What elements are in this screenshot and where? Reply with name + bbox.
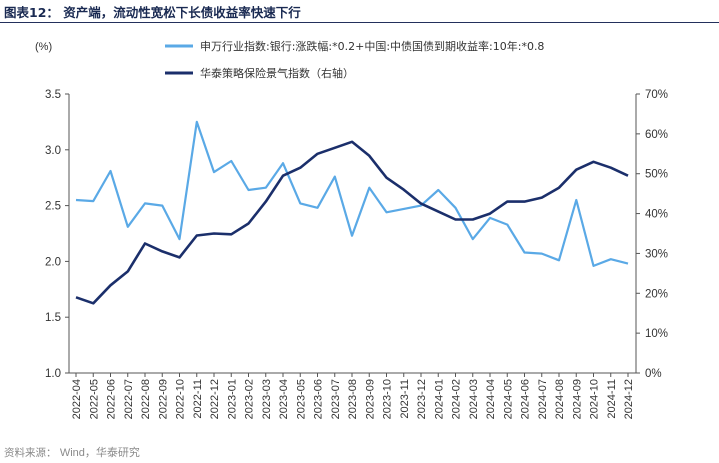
x-tick-label: 2024-06 [520, 379, 532, 419]
x-tick-label: 2023-12 [416, 379, 428, 419]
dual-axis-line-chart: 申万行业指数:银行:涨跌幅:*0.2+中国:中债国债到期收益率:10年:*0.8… [35, 39, 668, 419]
right-tick-label: 10% [645, 328, 668, 340]
x-tick-label: 2022-05 [88, 379, 100, 419]
right-tick-label: 30% [645, 248, 668, 260]
x-tick-label: 2023-08 [347, 379, 359, 419]
x-tick-label: 2023-02 [244, 379, 256, 419]
x-tick-label: 2024-10 [589, 379, 601, 419]
x-tick-label: 2023-06 [313, 379, 325, 419]
x-tick-label: 2022-04 [71, 379, 83, 419]
left-axis-unit: (%) [35, 41, 52, 53]
x-tick-label: 2023-11 [399, 379, 411, 419]
x-tick-label: 2023-07 [330, 379, 342, 419]
source-note: 资料来源： Wind，华泰研究 [4, 444, 140, 460]
right-tick-label: 60% [645, 129, 668, 141]
title-rule [0, 22, 719, 23]
x-tick-label: 2023-10 [382, 379, 394, 419]
source-text: Wind，华泰研究 [59, 447, 140, 459]
right-tick-label: 40% [645, 209, 668, 221]
x-tick-label: 2022-11 [192, 379, 204, 419]
chart-title: 图表12： 资产端，流动性宽松下长债收益率快速下行 [4, 5, 301, 20]
x-tick-label: 2024-07 [537, 379, 549, 419]
right-tick-label: 50% [645, 169, 668, 181]
left-tick-label: 3.0 [45, 145, 61, 157]
x-tick-label: 2022-10 [175, 379, 187, 419]
x-tick-label: 2023-04 [278, 379, 290, 419]
left-tick-label: 3.5 [45, 89, 61, 101]
x-tick-label: 2024-04 [485, 379, 497, 419]
series-line-2 [75, 140, 629, 305]
legend-label-series2: 华泰策略保险景气指数（右轴） [200, 66, 354, 80]
x-tick-label: 2024-01 [433, 379, 445, 419]
right-tick-label: 70% [645, 89, 668, 101]
x-tick-label: 2024-12 [623, 379, 635, 419]
right-tick-label: 0% [645, 368, 662, 380]
x-tick-label: 2023-03 [261, 379, 273, 419]
legend: 申万行业指数:银行:涨跌幅:*0.2+中国:中债国债到期收益率:10年:*0.8… [165, 39, 544, 80]
x-tick-label: 2023-01 [226, 379, 238, 419]
x-tick-label: 2024-09 [571, 379, 583, 419]
x-tick-label: 2024-08 [554, 379, 566, 419]
left-tick-label: 1.0 [45, 368, 61, 380]
source-label: 资料来源： [4, 447, 57, 459]
x-tick-label: 2023-05 [295, 379, 307, 419]
x-tick-label: 2024-11 [606, 379, 618, 419]
x-tick-label: 2024-02 [451, 379, 463, 419]
x-tick-label: 2024-05 [502, 379, 514, 419]
right-tick-label: 20% [645, 288, 668, 300]
x-tick-label: 2022-09 [157, 379, 169, 419]
x-tick-label: 2024-03 [468, 379, 480, 419]
left-tick-label: 2.0 [45, 256, 61, 268]
x-tick-label: 2022-08 [140, 379, 152, 419]
legend-label-series1: 申万行业指数:银行:涨跌幅:*0.2+中国:中债国债到期收益率:10年:*0.8 [200, 39, 544, 53]
x-tick-label: 2022-06 [106, 379, 118, 419]
series-line-1 [75, 120, 629, 267]
left-tick-label: 1.5 [45, 312, 61, 324]
x-tick-label: 2022-07 [123, 379, 135, 419]
x-tick-label: 2023-09 [364, 379, 376, 419]
left-tick-label: 2.5 [45, 201, 61, 213]
x-tick-label: 2022-12 [209, 379, 221, 419]
